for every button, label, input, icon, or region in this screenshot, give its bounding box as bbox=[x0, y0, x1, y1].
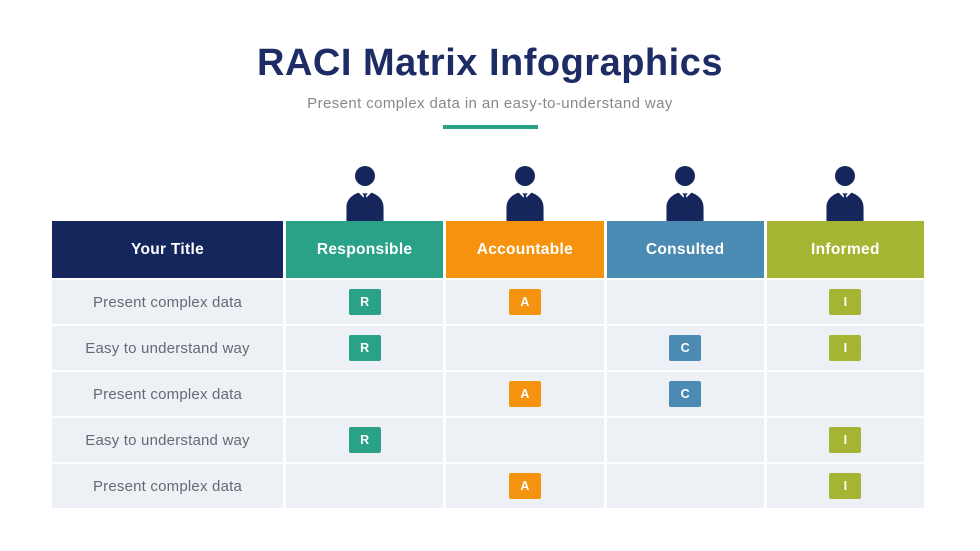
row-4-cell-accountable bbox=[446, 418, 604, 462]
row-3-cell-accountable: A bbox=[446, 372, 604, 416]
row-5-cell-responsible bbox=[286, 464, 444, 508]
badge-i: I bbox=[829, 289, 862, 315]
row-3-cell-responsible bbox=[286, 372, 444, 416]
person-icon bbox=[826, 165, 864, 221]
row-4-cell-informed: I bbox=[766, 418, 924, 462]
icon-cell-accountable bbox=[446, 165, 603, 221]
row-3-cell-informed bbox=[766, 372, 924, 416]
badge-a: A bbox=[508, 381, 541, 407]
row-4-label: Easy to understand way bbox=[52, 418, 283, 462]
header-cell-accountable: Accountable bbox=[446, 221, 604, 278]
row-1-cell-informed: I bbox=[766, 280, 924, 324]
person-icon bbox=[506, 165, 544, 221]
row-5-cell-consulted bbox=[606, 464, 764, 508]
row-1-cell-consulted bbox=[606, 280, 764, 324]
badge-a: A bbox=[508, 473, 541, 499]
title-divider bbox=[442, 125, 538, 129]
badge-r: R bbox=[348, 335, 381, 361]
row-2-cell-accountable bbox=[446, 326, 604, 370]
icon-cell-informed bbox=[767, 165, 924, 221]
row-3-label: Present complex data bbox=[52, 372, 283, 416]
badge-c: C bbox=[669, 335, 702, 361]
page-subtitle: Present complex data in an easy-to-under… bbox=[307, 95, 673, 112]
row-3-cell-consulted: C bbox=[606, 372, 764, 416]
row-5-cell-accountable: A bbox=[446, 464, 604, 508]
row-2-cell-consulted: C bbox=[606, 326, 764, 370]
row-5-label: Present complex data bbox=[52, 464, 283, 508]
row-2-label: Easy to understand way bbox=[52, 326, 283, 370]
row-1-cell-accountable: A bbox=[446, 280, 604, 324]
page-title: RACI Matrix Infographics bbox=[257, 42, 723, 84]
badge-a: A bbox=[508, 289, 541, 315]
header-cell-informed: Informed bbox=[766, 221, 924, 278]
row-2-cell-responsible: R bbox=[286, 326, 444, 370]
badge-r: R bbox=[348, 427, 381, 453]
badge-c: C bbox=[669, 381, 702, 407]
row-4-cell-consulted bbox=[606, 418, 764, 462]
row-1-label: Present complex data bbox=[52, 280, 283, 324]
raci-table: Your Title Responsible Accountable Consult… bbox=[52, 164, 924, 508]
badge-i: I bbox=[829, 473, 862, 499]
header-cell-consulted: Consulted bbox=[606, 221, 764, 278]
header-cell-your-title: Your Title bbox=[52, 221, 283, 278]
row-2-cell-informed: I bbox=[766, 326, 924, 370]
table-grid: Your Title Responsible Accountable Consult… bbox=[52, 221, 924, 508]
row-1-cell-responsible: R bbox=[286, 280, 444, 324]
icon-cell-consulted bbox=[607, 165, 764, 221]
row-4-cell-responsible: R bbox=[286, 418, 444, 462]
row-5-cell-informed: I bbox=[766, 464, 924, 508]
icons-row bbox=[52, 164, 924, 221]
person-icon bbox=[666, 165, 704, 221]
badge-i: I bbox=[829, 335, 862, 361]
icon-cell-responsible bbox=[286, 165, 443, 221]
header-cell-responsible: Responsible bbox=[286, 221, 444, 278]
person-icon bbox=[346, 165, 384, 221]
badge-i: I bbox=[829, 427, 862, 453]
badge-r: R bbox=[348, 289, 381, 315]
